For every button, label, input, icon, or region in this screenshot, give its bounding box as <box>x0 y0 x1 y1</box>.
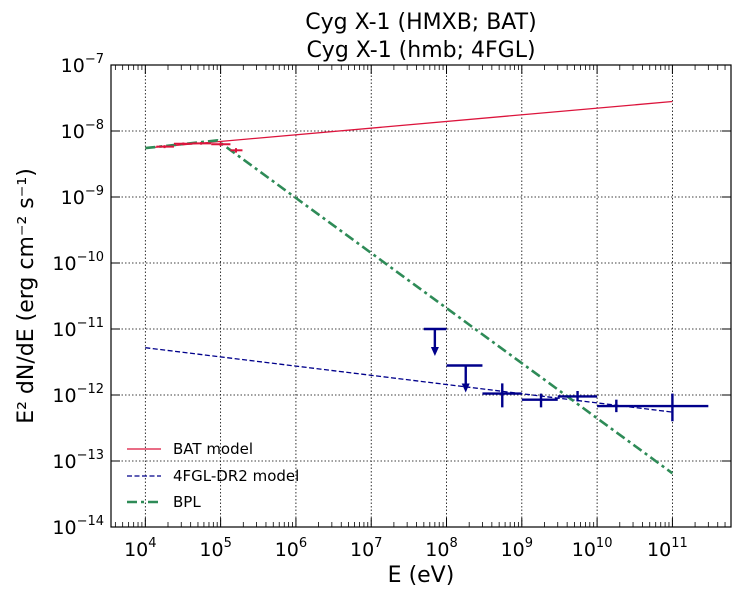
y-tick-exponent: −13 <box>77 448 104 463</box>
y-tick-label: 10−7 <box>61 52 104 77</box>
y-tick-exponent: −7 <box>85 52 104 67</box>
x-tick-exponent: 9 <box>525 536 533 551</box>
plot-frame <box>110 64 732 528</box>
fermi-data-point <box>482 383 522 408</box>
x-tick-base: 10 <box>199 539 223 561</box>
y-tick-base: 10 <box>61 55 85 77</box>
x-tick-exponent: 7 <box>374 536 382 551</box>
x-tick-exponent: 6 <box>299 536 307 551</box>
fermi-data-point <box>557 390 598 402</box>
x-tick-label: 106 <box>275 536 307 561</box>
x-tick-label: 1010 <box>572 536 613 561</box>
x-tick-exponent: 11 <box>671 536 688 551</box>
x-tick-label: 1011 <box>647 536 688 561</box>
x-tick-base: 10 <box>124 539 148 561</box>
y-tick-exponent: −10 <box>77 250 104 265</box>
y-tick-label: 10−11 <box>52 316 104 341</box>
x-tick-exponent: 8 <box>449 536 457 551</box>
upper-limit-arrow-head <box>461 383 470 393</box>
y-tick-exponent: −12 <box>77 382 104 397</box>
bat-data-point <box>192 142 212 145</box>
y-tick-base: 10 <box>61 187 85 209</box>
y-tick-exponent: −9 <box>85 184 104 199</box>
x-tick-label: 105 <box>199 536 231 561</box>
y-tick-exponent: −8 <box>85 118 104 133</box>
y-tick-label: 10−10 <box>52 250 104 275</box>
x-axis-label: E (eV) <box>388 563 455 588</box>
chart-subtitle: Cyg X-1 (hmb; 4FGL) <box>306 38 535 63</box>
series-line-bpl <box>145 139 674 475</box>
chart-title: Cyg X-1 (HMXB; BAT) <box>305 10 536 35</box>
legend-label-bat-model: BAT model <box>173 440 253 458</box>
x-tick-base: 10 <box>425 539 449 561</box>
y-tick-base: 10 <box>52 253 76 275</box>
bat-data-point <box>230 148 243 153</box>
x-tick-exponent: 5 <box>224 536 232 551</box>
x-tick-label: 104 <box>124 536 156 561</box>
fermi-data-point <box>521 393 558 408</box>
y-tick-base: 10 <box>52 385 76 407</box>
series-group <box>145 100 674 475</box>
y-tick-base: 10 <box>52 451 76 473</box>
legend-label-bpl: BPL <box>173 493 201 511</box>
y-tick-base: 10 <box>61 121 85 143</box>
bat-data-point <box>211 142 231 147</box>
ticks <box>111 64 732 528</box>
y-tick-label: 10−8 <box>61 118 104 143</box>
x-tick-label: 107 <box>350 536 382 561</box>
x-tick-label: 109 <box>501 536 533 561</box>
x-tick-exponent: 4 <box>148 536 156 551</box>
fermi-upper-limit <box>423 327 447 356</box>
series-line-bat-model <box>145 100 673 149</box>
x-tick-exponent: 10 <box>596 536 613 551</box>
y-tick-base: 10 <box>52 319 76 341</box>
y-tick-exponent: −14 <box>77 514 104 529</box>
x-tick-base: 10 <box>572 539 596 561</box>
legend-label-4fgl-model: 4FGL-DR2 model <box>173 467 299 485</box>
y-tick-label: 10−14 <box>52 514 104 539</box>
fermi-data-point <box>597 399 634 413</box>
bat-data-point <box>156 145 174 149</box>
y-tick-base: 10 <box>52 517 76 539</box>
x-tick-base: 10 <box>501 539 525 561</box>
fermi-upper-limit <box>446 364 483 393</box>
x-tick-base: 10 <box>647 539 671 561</box>
y-axis-label: E² dN/dE (erg cm⁻² s⁻¹) <box>14 168 39 424</box>
series-line-4fgl-dr2-model <box>145 347 673 413</box>
y-tick-label: 10−9 <box>61 184 104 209</box>
y-tick-exponent: −11 <box>77 316 104 331</box>
tick-labels: 104 105 106 107 108 109 1010 101110−1410−1310−1… <box>52 52 687 561</box>
fermi-data-point <box>633 393 709 422</box>
upper-limit-arrow-head <box>430 347 439 356</box>
bat-data-point <box>173 142 193 146</box>
x-tick-base: 10 <box>275 539 299 561</box>
x-tick-base: 10 <box>350 539 374 561</box>
data-points-group <box>156 142 709 422</box>
legend: BAT model 4FGL-DR2 model BPL <box>127 440 299 511</box>
y-tick-label: 10−13 <box>52 448 104 473</box>
y-tick-label: 10−12 <box>52 382 104 407</box>
x-tick-label: 108 <box>425 536 457 561</box>
